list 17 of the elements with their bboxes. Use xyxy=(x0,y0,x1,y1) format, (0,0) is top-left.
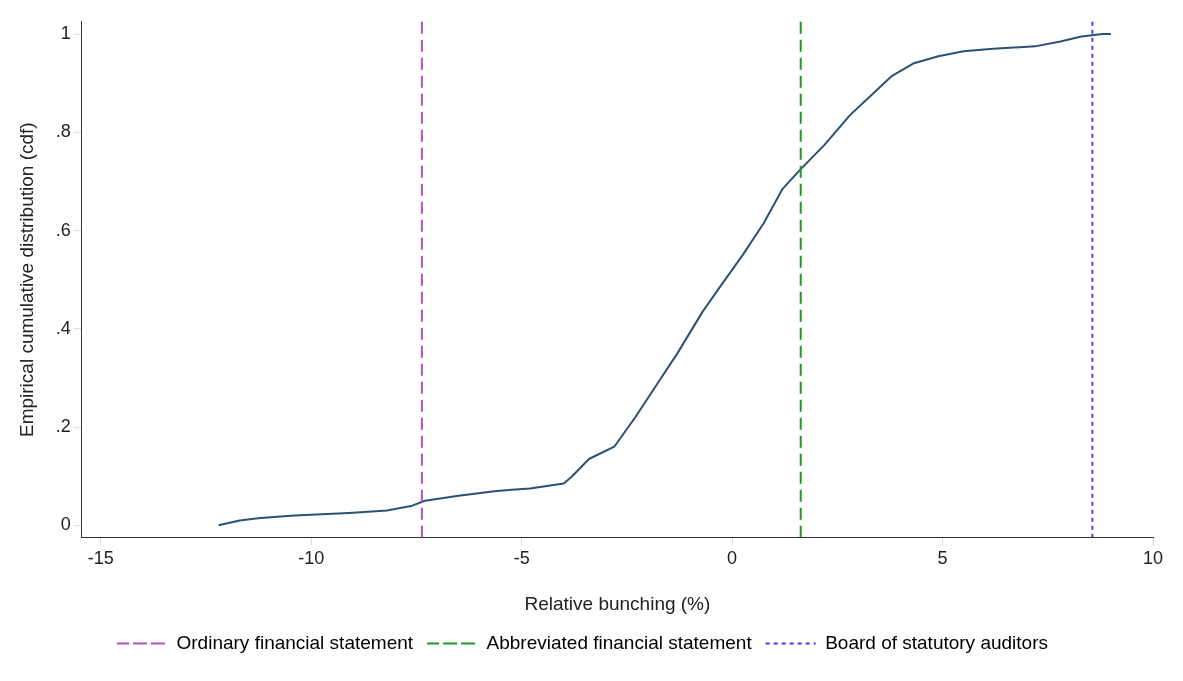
legend-label: Ordinary financial statement xyxy=(176,631,414,653)
y-tick-label: .4 xyxy=(55,317,71,338)
y-tick-label: 0 xyxy=(60,514,71,535)
x-tick-label: -15 xyxy=(87,548,114,569)
x-tick-label: -5 xyxy=(513,548,530,569)
legend-label: Abbreviated financial statement xyxy=(486,631,753,653)
x-axis-title: Relative bunching (%) xyxy=(524,592,711,614)
x-tick-label: 10 xyxy=(1142,548,1164,569)
y-tick-label: 1 xyxy=(60,23,71,44)
y-axis-title: Empirical cumulative distribution (cdf) xyxy=(15,122,37,438)
y-tick-label: .6 xyxy=(55,219,71,240)
y-tick-label: .8 xyxy=(55,121,71,142)
x-tick-label: -10 xyxy=(298,548,325,569)
legend-label: Board of statutory auditors xyxy=(825,631,1048,653)
x-tick-label: 0 xyxy=(727,548,738,569)
x-tick-label: 5 xyxy=(937,548,948,569)
y-tick-label: .2 xyxy=(55,416,71,437)
